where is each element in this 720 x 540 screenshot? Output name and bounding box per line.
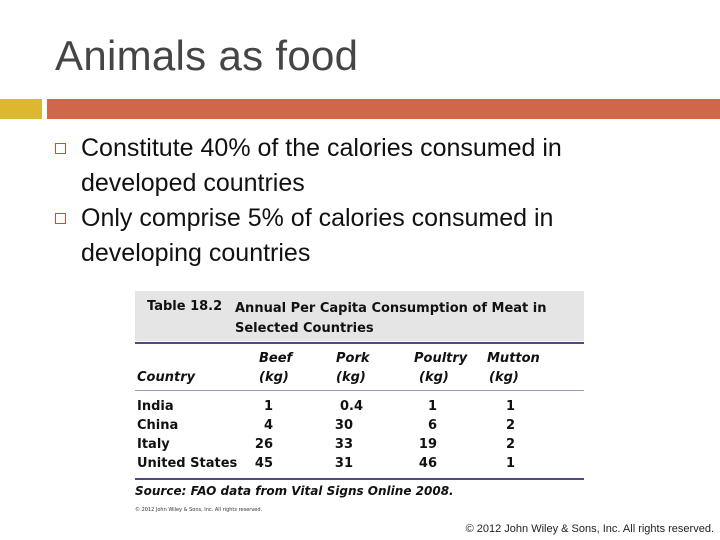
col-header-poultry: Poultry (414, 351, 468, 366)
table-cell-beef: 45 (254, 456, 273, 471)
table-cell-country: China (137, 418, 179, 433)
table-bottom-rule (135, 478, 584, 480)
table-source-note: Source: FAO data from Vital Signs Online… (135, 484, 454, 498)
col-header-mutton: Mutton (487, 351, 540, 366)
table-cell-country: Italy (137, 437, 170, 452)
bullet-text: Constitute 40% of the calories consumed … (81, 134, 562, 197)
table-title: Annual Per Capita Consumption of Meat in… (235, 301, 547, 336)
table-cell-country: United States (137, 456, 238, 471)
square-bullet-icon (55, 143, 66, 154)
table-cell-mutton: 2 (505, 418, 515, 433)
col-unit-beef: (kg) (259, 370, 289, 385)
col-unit-poultry: (kg) (419, 370, 449, 385)
table-cell-poultry: 1 (427, 399, 437, 414)
col-unit-mutton: (kg) (489, 370, 519, 385)
slide-footer-copyright: © 2012 John Wiley & Sons, Inc. All right… (465, 523, 714, 535)
col-header-beef: Beef (259, 351, 293, 366)
table-label: Table 18.2 (147, 299, 223, 314)
table-cell-beef: 26 (254, 437, 273, 452)
table-header-band: Table 18.2 Annual Per Capita Consumption… (135, 291, 584, 341)
table-cell-pork: 0.4 (339, 399, 363, 414)
table-cell-beef: 4 (263, 418, 273, 433)
bullet-item: Only comprise 5% of calories consumed in… (55, 201, 675, 271)
col-unit-pork: (kg) (336, 370, 366, 385)
table-cell-pork: 31 (334, 456, 353, 471)
table-top-rule (135, 342, 584, 344)
table-copyright: © 2012 John Wiley & Sons, Inc. All right… (135, 507, 263, 513)
slide-title: Animals as food (55, 32, 359, 79)
table-header-rule (135, 390, 584, 391)
table-cell-mutton: 1 (505, 399, 515, 414)
col-header-country: Country (137, 370, 196, 385)
table-cell-poultry: 46 (418, 456, 437, 471)
table-cell-country: India (137, 399, 174, 414)
bullet-list: Constitute 40% of the calories consumed … (55, 131, 675, 271)
table-cell-mutton: 1 (505, 456, 515, 471)
table-cell-poultry: 6 (427, 418, 437, 433)
square-bullet-icon (55, 213, 66, 224)
table-cell-beef: 1 (263, 399, 273, 414)
table-cell-pork: 30 (334, 418, 353, 433)
table-cell-poultry: 19 (418, 437, 437, 452)
table-cell-mutton: 2 (505, 437, 515, 452)
bullet-text: Only comprise 5% of calories consumed in… (81, 204, 554, 267)
col-header-pork: Pork (336, 351, 370, 366)
accent-bar-left (0, 99, 42, 119)
bullet-item: Constitute 40% of the calories consumed … (55, 131, 675, 201)
table-cell-pork: 33 (334, 437, 353, 452)
accent-bar-right (47, 99, 720, 119)
meat-consumption-table: Table 18.2 Annual Per Capita Consumption… (135, 291, 584, 516)
